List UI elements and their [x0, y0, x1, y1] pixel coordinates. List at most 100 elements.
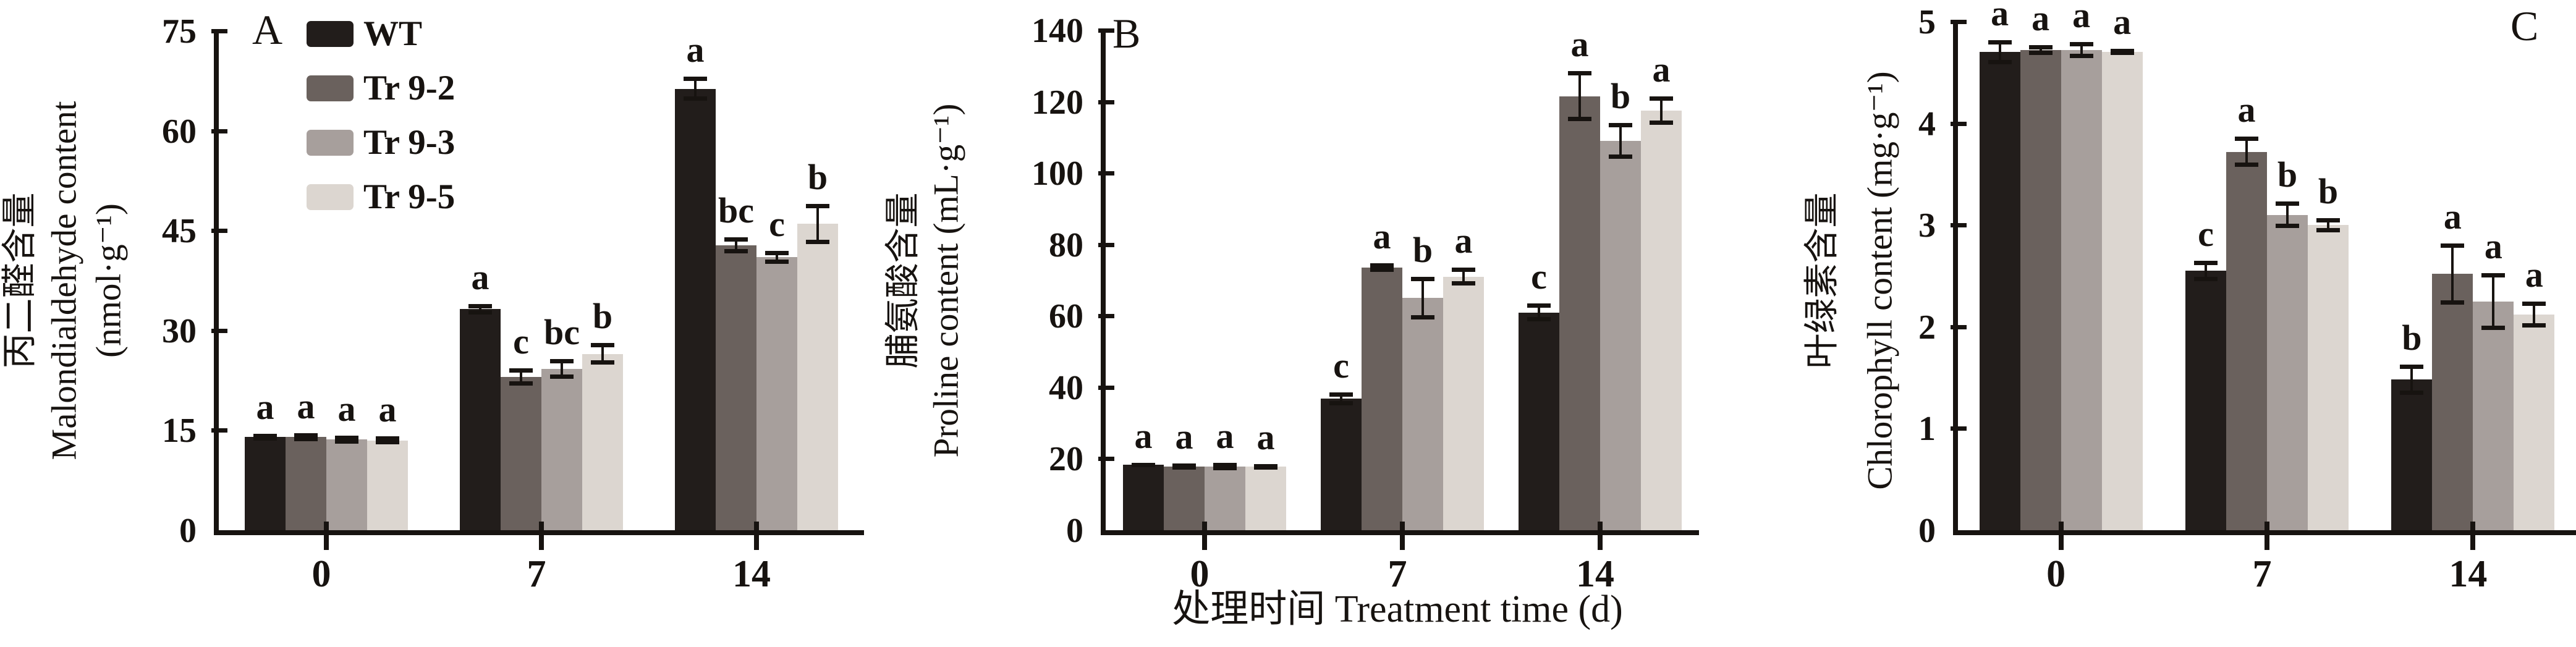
error-bar-cap — [1988, 40, 2012, 44]
error-bar-cap — [2400, 364, 2424, 369]
y-axis-tick-label: 15 — [162, 412, 197, 450]
error-bar-cap — [2481, 325, 2506, 330]
bar-tr9-3-day14 — [2473, 301, 2514, 530]
panel-b-ylabel-chinese: 脯氨酸含量 — [883, 192, 923, 369]
y-axis-tick — [1098, 314, 1114, 319]
error-bar-cap — [1568, 71, 1591, 76]
error-bar-cap — [2276, 224, 2299, 229]
significance-letter: a — [1134, 415, 1153, 456]
error-bar-cap — [806, 239, 829, 244]
significance-letter: a — [1256, 417, 1275, 457]
error-bar-cap — [1650, 96, 1673, 101]
bar-wt-day7 — [460, 309, 501, 530]
y-axis-tick-label: 45 — [162, 212, 197, 251]
error-bar-cap — [2276, 201, 2299, 206]
x-axis-tick-label: 0 — [1190, 553, 1210, 595]
significance-letter: a — [1454, 221, 1473, 261]
error-bar — [694, 77, 697, 101]
x-axis-tick — [539, 522, 544, 550]
bar-tr9-2-day0 — [286, 437, 326, 530]
error-bar-cap — [1132, 462, 1155, 467]
significance-letter: bc — [718, 190, 754, 230]
error-bar-cap — [2194, 276, 2218, 281]
legend-swatch-wt — [307, 20, 354, 47]
significance-letter: a — [1991, 0, 2009, 33]
error-bar-cap — [1411, 315, 1434, 320]
error-bar-cap — [1650, 121, 1673, 125]
significance-letter: b — [1610, 76, 1631, 117]
error-bar — [1660, 96, 1663, 125]
error-bar-cap — [2235, 136, 2258, 141]
error-bar — [2492, 273, 2495, 330]
bar-tr9-5-day0 — [367, 440, 408, 530]
error-bar-cap — [2028, 44, 2053, 49]
error-bar-cap — [765, 260, 789, 264]
error-bar-cap — [294, 433, 318, 438]
bar-tr9-3-day0 — [326, 439, 367, 530]
error-bar-cap — [1411, 276, 1434, 281]
bar-tr9-3-day14 — [1600, 141, 1641, 530]
error-bar-cap — [253, 436, 277, 441]
error-bar — [1578, 71, 1581, 122]
y-axis-tick-label: 4 — [1918, 104, 1936, 143]
significance-letter: b — [807, 157, 828, 198]
bar-wt-day7 — [1321, 399, 1362, 530]
x-axis-tick — [1598, 522, 1603, 550]
error-bar-cap — [1329, 392, 1353, 397]
significance-letter: a — [471, 256, 489, 297]
error-bar-cap — [1527, 316, 1551, 321]
x-axis-tick-label: 14 — [2449, 553, 2488, 595]
error-bar-cap — [1213, 463, 1237, 468]
panel-letter-a: A — [252, 6, 283, 53]
error-bar-cap — [1609, 154, 1632, 159]
y-axis-tick — [1098, 242, 1114, 247]
x-axis-tick-label: 14 — [732, 553, 771, 595]
error-bar-cap — [2069, 54, 2093, 59]
y-axis-tick — [1951, 121, 1967, 126]
bar-tr9-5-day14 — [1641, 111, 1682, 530]
x-axis-tick — [2470, 522, 2476, 550]
error-bar — [776, 250, 778, 264]
error-bar — [2245, 136, 2248, 167]
legend-label-tr9-3: Tr 9-3 — [363, 123, 455, 162]
y-axis-tick-label: 0 — [1066, 512, 1083, 550]
x-axis-tick-label: 14 — [1576, 553, 1614, 595]
error-bar-cap — [376, 436, 399, 441]
y-axis-tick-label: 100 — [1032, 154, 1083, 193]
error-bar-cap — [2481, 273, 2506, 277]
x-axis-tick-label: 0 — [2046, 553, 2066, 595]
error-bar — [2410, 364, 2413, 395]
significance-letter: a — [2032, 0, 2050, 38]
error-bar — [2327, 218, 2329, 232]
y-axis-tick-label: 80 — [1049, 226, 1083, 264]
error-bar-cap — [2400, 391, 2424, 395]
y-axis-tick-label: 140 — [1032, 12, 1083, 50]
x-axis-tick-label: 7 — [527, 553, 546, 595]
x-axis-tick — [2265, 522, 2269, 550]
y-axis-tick — [1098, 385, 1114, 390]
y-axis-tick — [1951, 20, 1967, 24]
error-bar-cap — [2110, 51, 2134, 56]
y-axis-tick-label: 60 — [162, 112, 197, 151]
y-axis-tick — [1951, 426, 1967, 431]
bar-tr9-2-day14 — [716, 245, 756, 530]
bar-wt-day0 — [1979, 52, 2020, 530]
significance-letter: c — [513, 321, 529, 362]
significance-letter: c — [2198, 213, 2214, 254]
significance-letter: bc — [544, 312, 580, 353]
legend-label-tr9-2: Tr 9-2 — [363, 69, 455, 108]
y-axis-tick — [1098, 99, 1114, 104]
error-bar-cap — [1988, 60, 2012, 65]
significance-letter: b — [592, 296, 613, 337]
error-bar-cap — [684, 77, 707, 82]
error-bar — [1998, 40, 2001, 65]
y-axis-tick — [1098, 457, 1114, 462]
error-bar-cap — [509, 368, 533, 373]
significance-letter: a — [297, 386, 315, 426]
significance-letter: a — [1216, 416, 1234, 457]
legend-item-tr9-3: Tr 9-3 — [307, 125, 455, 160]
significance-letter: a — [1373, 216, 1391, 257]
error-bar-cap — [376, 440, 399, 445]
